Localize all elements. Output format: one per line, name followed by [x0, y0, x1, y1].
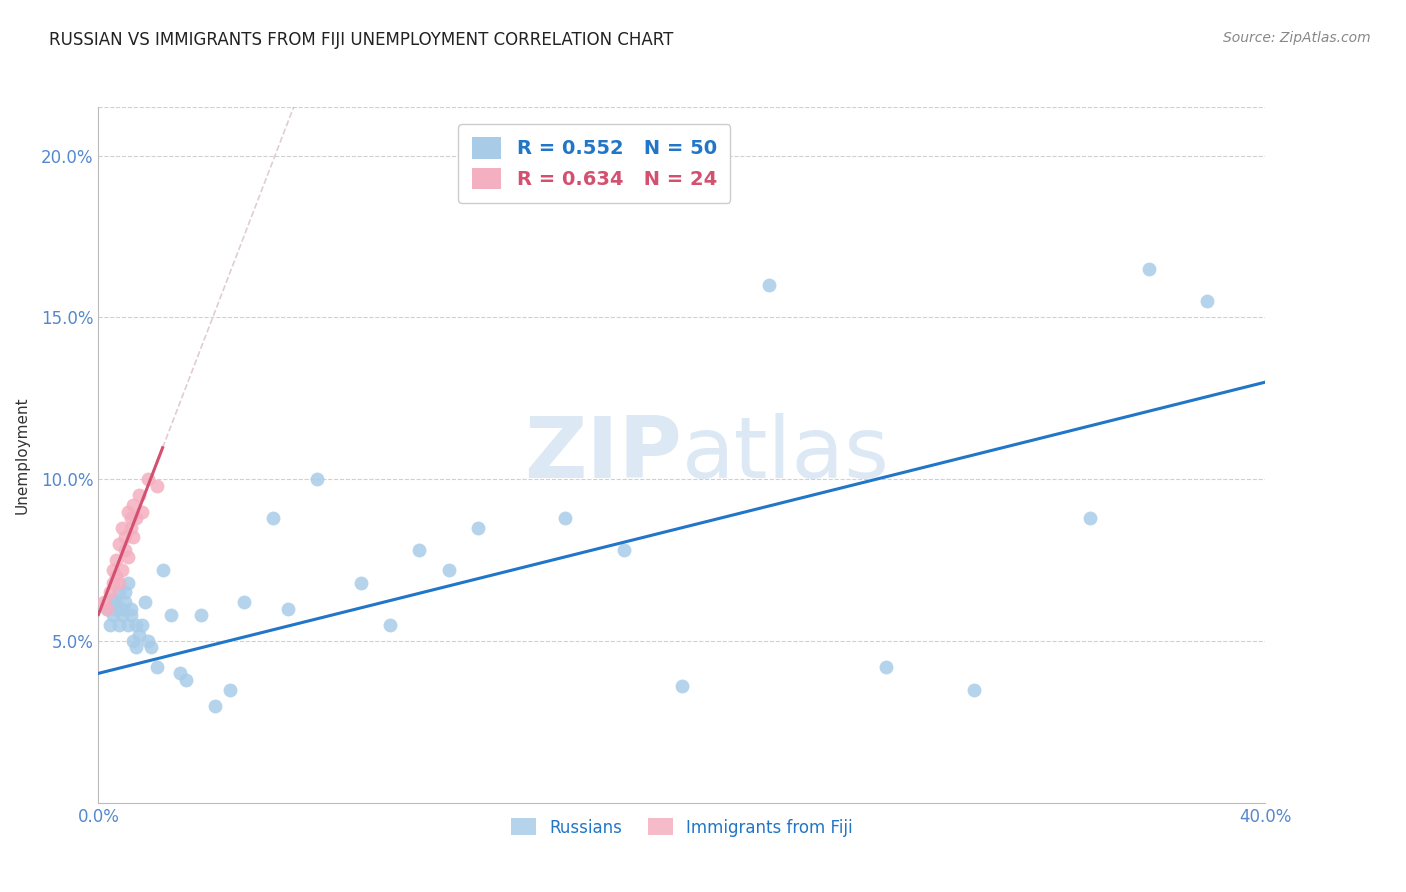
Point	[262, 511, 284, 525]
Point	[108, 585, 131, 599]
Point	[1195, 294, 1218, 309]
Y-axis label: Unemployment: Unemployment	[15, 396, 30, 514]
Point	[233, 595, 256, 609]
Legend: Russians, Immigrants from Fiji: Russians, Immigrants from Fiji	[505, 812, 859, 843]
Point	[111, 563, 134, 577]
Point	[169, 666, 191, 681]
Point	[104, 569, 127, 583]
Point	[117, 575, 139, 590]
Point	[277, 601, 299, 615]
Point	[174, 673, 197, 687]
Point	[93, 595, 115, 609]
Point	[467, 521, 489, 535]
Point	[117, 504, 139, 518]
Point	[122, 498, 145, 512]
Point	[108, 617, 131, 632]
Point	[111, 608, 134, 623]
Point	[1137, 261, 1160, 276]
Point	[98, 585, 121, 599]
Point	[125, 511, 148, 525]
Point	[101, 591, 124, 606]
Point	[612, 543, 634, 558]
Point	[114, 531, 136, 545]
Point	[131, 617, 153, 632]
Point	[758, 278, 780, 293]
Point	[350, 575, 373, 590]
Point	[307, 472, 329, 486]
Point	[131, 504, 153, 518]
Point	[128, 488, 150, 502]
Point	[152, 563, 174, 577]
Text: Source: ZipAtlas.com: Source: ZipAtlas.com	[1223, 31, 1371, 45]
Point	[96, 601, 118, 615]
Point	[146, 660, 169, 674]
Point	[101, 563, 124, 577]
Point	[114, 543, 136, 558]
Point	[96, 601, 118, 615]
Point	[114, 595, 136, 609]
Text: ZIP: ZIP	[524, 413, 682, 497]
Point	[437, 563, 460, 577]
Point	[104, 601, 127, 615]
Point	[962, 682, 984, 697]
Point	[146, 478, 169, 492]
Point	[101, 608, 124, 623]
Point	[408, 543, 430, 558]
Point	[125, 617, 148, 632]
Point	[134, 595, 156, 609]
Point	[1080, 511, 1102, 525]
Point	[380, 617, 402, 632]
Point	[190, 608, 212, 623]
Point	[114, 585, 136, 599]
Point	[136, 472, 159, 486]
Point	[218, 682, 240, 697]
Text: RUSSIAN VS IMMIGRANTS FROM FIJI UNEMPLOYMENT CORRELATION CHART: RUSSIAN VS IMMIGRANTS FROM FIJI UNEMPLOY…	[49, 31, 673, 49]
Point	[136, 634, 159, 648]
Point	[122, 531, 145, 545]
Point	[117, 617, 139, 632]
Point	[98, 617, 121, 632]
Point	[104, 553, 127, 567]
Point	[108, 575, 131, 590]
Point	[101, 575, 124, 590]
Point	[111, 521, 134, 535]
Point	[128, 627, 150, 641]
Point	[120, 521, 142, 535]
Point	[671, 679, 693, 693]
Point	[108, 537, 131, 551]
Point	[117, 549, 139, 564]
Point	[204, 698, 226, 713]
Point	[120, 608, 142, 623]
Point	[125, 640, 148, 655]
Point	[160, 608, 183, 623]
Point	[120, 601, 142, 615]
Point	[875, 660, 897, 674]
Point	[139, 640, 162, 655]
Point	[111, 601, 134, 615]
Text: atlas: atlas	[682, 413, 890, 497]
Point	[122, 634, 145, 648]
Point	[120, 511, 142, 525]
Point	[104, 595, 127, 609]
Point	[554, 511, 576, 525]
